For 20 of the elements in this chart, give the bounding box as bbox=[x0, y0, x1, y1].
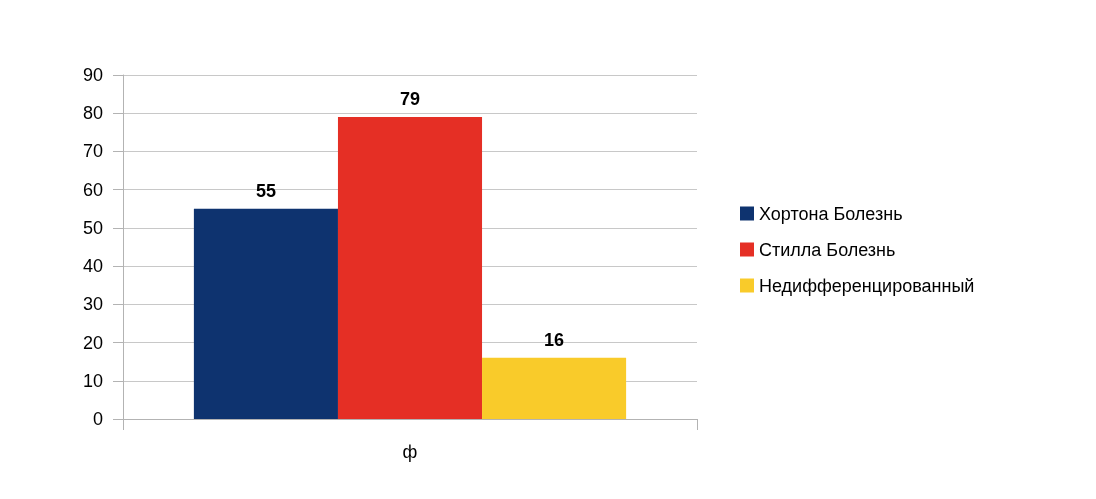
y-tick-label: 30 bbox=[82, 294, 103, 315]
data-label: 55 bbox=[255, 180, 276, 201]
legend-label: Недифференцированный bbox=[759, 275, 975, 296]
data-label: 79 bbox=[399, 89, 421, 110]
y-tick-label: 60 bbox=[82, 179, 103, 200]
y-tick-label: 0 bbox=[92, 409, 103, 429]
y-tick-label: 90 bbox=[82, 65, 103, 85]
legend-label: Стилла Болезнь bbox=[759, 239, 896, 260]
bar bbox=[193, 208, 338, 419]
y-tick-label: 20 bbox=[82, 332, 103, 353]
x-tick-label: ф bbox=[402, 442, 418, 462]
y-tick-label: 40 bbox=[82, 256, 103, 277]
bar bbox=[482, 357, 627, 419]
y-tick-label: 10 bbox=[82, 370, 103, 391]
y-tick-label: 80 bbox=[82, 103, 103, 124]
data-label: 16 bbox=[544, 329, 565, 350]
y-tick-label: 70 bbox=[82, 141, 103, 162]
legend-label: Хортона Болезнь bbox=[759, 203, 903, 224]
y-tick-label: 50 bbox=[82, 217, 103, 238]
bar bbox=[337, 117, 483, 419]
